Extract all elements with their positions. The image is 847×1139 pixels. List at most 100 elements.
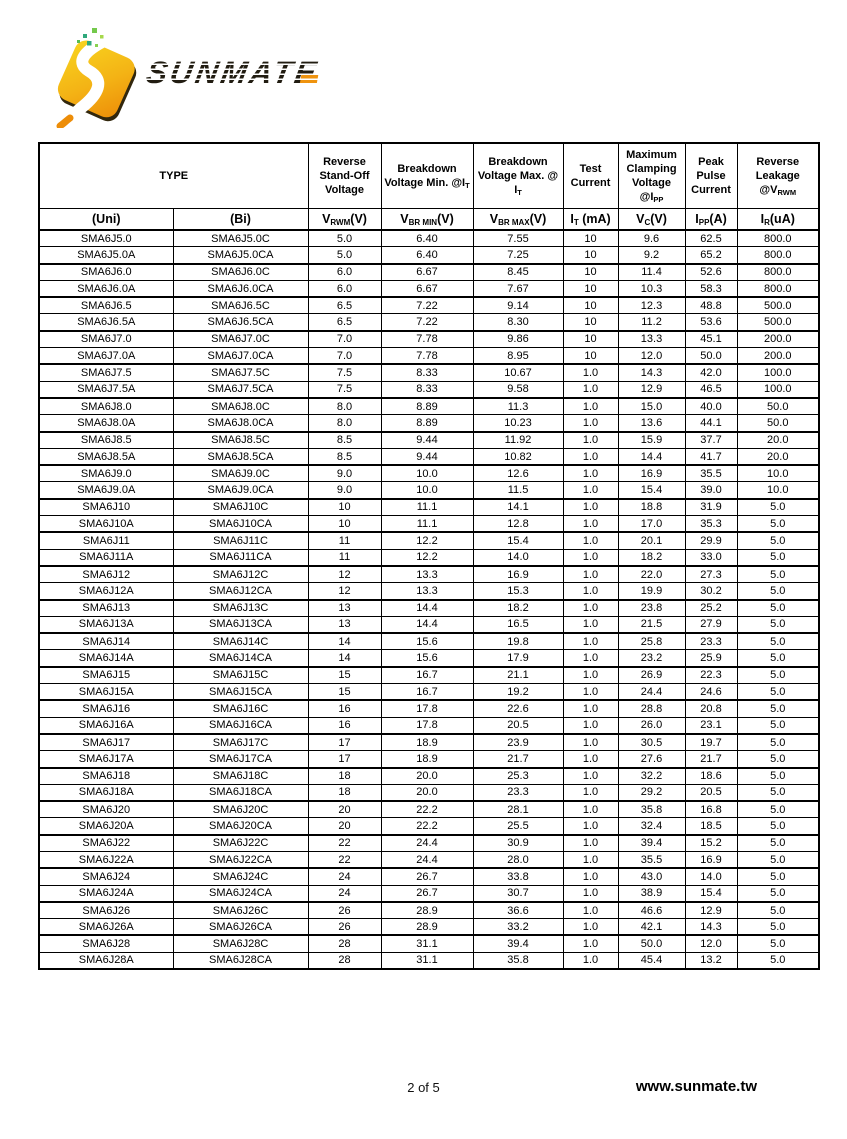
table-cell: SMA6J26: [38, 901, 174, 920]
table-cell: 39.4: [617, 834, 686, 852]
table-cell: SMA6J22CA: [172, 850, 309, 870]
col-unit-ipp: IPP(A): [684, 208, 738, 231]
table-cell: 100.0: [736, 380, 820, 399]
table-cell: SMA6J8.0A: [38, 414, 174, 433]
table-cell: 21.1: [472, 666, 564, 685]
table-cell: 48.8: [684, 296, 738, 315]
table-cell: 62.5: [684, 229, 738, 248]
table-cell: SMA6J5.0CA: [172, 246, 309, 265]
table-cell: 1.0: [562, 599, 619, 617]
table-cell: 1.0: [562, 699, 619, 718]
sparkle-pixels: [77, 28, 104, 47]
table-cell: SMA6J7.0C: [172, 330, 309, 349]
table-cell: 1.0: [562, 951, 619, 971]
table-cell: 13.3: [380, 582, 474, 601]
table-cell: SMA6J26A: [38, 918, 174, 937]
table-cell: 8.30: [472, 313, 564, 332]
table-row: SMA6J10 SMA6J10C 10 11.1 14.1 1.0 18.8 31.9 5.0: [38, 498, 820, 517]
table-cell: 23.3: [472, 783, 564, 803]
table-row: SMA6J22A SMA6J22CA 22 24.4 28.0 1.0 35.5 16.9 5.…: [38, 850, 820, 870]
col-unit-uni: (Uni): [38, 208, 174, 231]
table-cell: 42.0: [684, 363, 738, 382]
table-cell: 11.4: [617, 263, 686, 281]
table-cell: 5.0: [736, 699, 820, 718]
col-unit-vrwm: VRWM(V): [307, 208, 382, 231]
table-cell: 17: [307, 750, 382, 769]
table-cell: 1.0: [562, 834, 619, 852]
website-link[interactable]: www.sunmate.tw: [635, 1078, 757, 1095]
table-cell: 16.5: [472, 615, 564, 635]
table-cell: 14.1: [472, 498, 564, 517]
table-cell: 200.0: [736, 347, 820, 366]
table-cell: 28.9: [380, 918, 474, 937]
table-row: SMA6J7.5 SMA6J7.5C 7.5 8.33 10.67 1.0 14.3 42.0…: [38, 363, 820, 382]
table-cell: 20.0: [380, 767, 474, 785]
table-row: SMA6J28A SMA6J28CA 28 31.1 35.8 1.0 45.4 13.2 5.…: [38, 951, 820, 971]
table-row: SMA6J17A SMA6J17CA 17 18.9 21.7 1.0 27.6 21.7 5.…: [38, 750, 820, 769]
table-cell: 1.0: [562, 783, 619, 803]
table-cell: 15.0: [617, 397, 686, 416]
table-cell: SMA6J28CA: [172, 951, 309, 971]
table-cell: SMA6J6.5CA: [172, 313, 309, 332]
table-cell: 28.0: [472, 850, 564, 870]
table-cell: SMA6J22C: [172, 834, 309, 852]
table-cell: 46.6: [617, 901, 686, 920]
table-cell: 1.0: [562, 800, 619, 819]
table-cell: 500.0: [736, 313, 820, 332]
table-cell: 5.0: [736, 666, 820, 685]
table-cell: 52.6: [684, 263, 738, 281]
table-cell: 20.1: [617, 531, 686, 550]
table-cell: SMA6J6.5C: [172, 296, 309, 315]
table-cell: SMA6J11C: [172, 531, 309, 550]
table-cell: SMA6J7.0A: [38, 347, 174, 366]
table-cell: SMA6J6.5: [38, 296, 174, 315]
table-cell: SMA6J22A: [38, 850, 174, 870]
table-cell: 27.6: [617, 750, 686, 769]
table-cell: 65.2: [684, 246, 738, 265]
table-cell: 29.9: [684, 531, 738, 550]
table-cell: 10.3: [617, 279, 686, 299]
table-cell: 15: [307, 666, 382, 685]
table-cell: 10: [562, 229, 619, 248]
col-unit-it: IT (mA): [562, 208, 619, 231]
table-cell: 5.0: [736, 615, 820, 635]
table-cell: 31.9: [684, 498, 738, 517]
table-cell: 26: [307, 918, 382, 937]
table-row: SMA6J11A SMA6J11CA 11 12.2 14.0 1.0 18.2 33.0 5.…: [38, 548, 820, 567]
table-cell: 18: [307, 767, 382, 785]
table-cell: 16.7: [380, 666, 474, 685]
table-cell: 1.0: [562, 649, 619, 668]
table-cell: 12.8: [472, 515, 564, 534]
table-cell: SMA6J16: [38, 699, 174, 718]
table-cell: SMA6J10A: [38, 515, 174, 534]
table-cell: 8.89: [380, 414, 474, 433]
table-cell: SMA6J6.0A: [38, 279, 174, 299]
table-cell: 38.9: [617, 884, 686, 903]
table-cell: 25.3: [472, 767, 564, 785]
table-cell: 21.5: [617, 615, 686, 635]
table-cell: SMA6J11A: [38, 548, 174, 567]
table-cell: 31.1: [380, 934, 474, 953]
table-cell: 7.5: [307, 380, 382, 399]
table-cell: 28.9: [380, 901, 474, 920]
table-cell: SMA6J18CA: [172, 783, 309, 803]
table-cell: 46.5: [684, 380, 738, 399]
table-cell: 12: [307, 582, 382, 601]
table-cell: 35.8: [472, 951, 564, 971]
table-cell: 19.9: [617, 582, 686, 601]
table-cell: 10: [307, 515, 382, 534]
table-cell: 15.4: [617, 481, 686, 500]
table-cell: SMA6J18A: [38, 783, 174, 803]
table-cell: 12.9: [617, 380, 686, 399]
table-cell: SMA6J12A: [38, 582, 174, 601]
table-cell: 1.0: [562, 414, 619, 433]
table-cell: 1.0: [562, 582, 619, 601]
table-cell: 29.2: [617, 783, 686, 803]
table-cell: 7.78: [380, 347, 474, 366]
table-cell: 24.6: [684, 683, 738, 702]
table-cell: 39.4: [472, 934, 564, 953]
table-row: SMA6J24A SMA6J24CA 24 26.7 30.7 1.0 38.9 15.4 5.…: [38, 884, 820, 903]
table-cell: SMA6J24C: [172, 867, 309, 886]
table-cell: 10: [562, 263, 619, 281]
table-cell: 500.0: [736, 296, 820, 315]
